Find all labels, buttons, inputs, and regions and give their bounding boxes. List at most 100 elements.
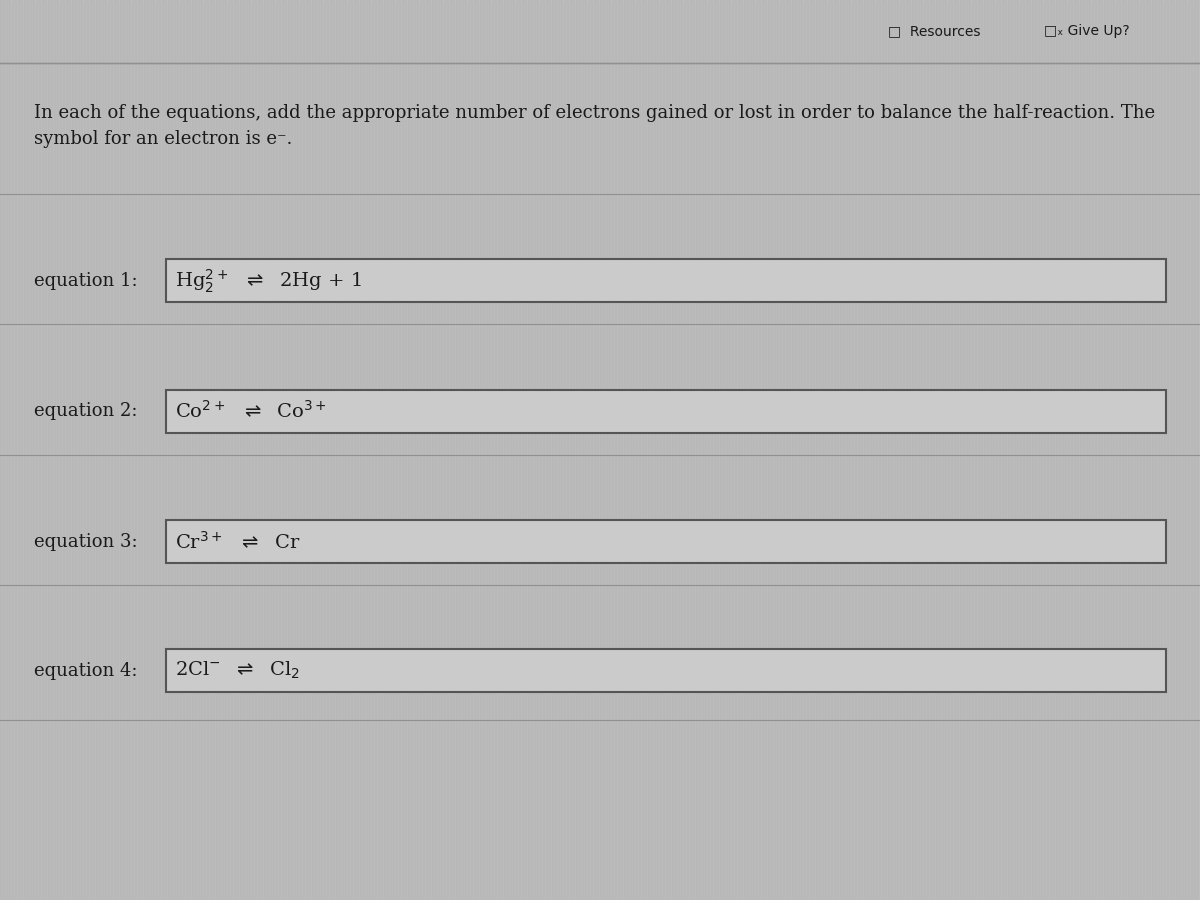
Bar (54, 0, 58, 900)
Bar (600, 0, 604, 900)
Bar (714, 0, 718, 900)
Bar (348, 0, 352, 900)
Bar (462, 0, 466, 900)
Bar (1134, 0, 1138, 900)
Bar (438, 0, 442, 900)
Bar (540, 0, 544, 900)
Bar (792, 0, 796, 900)
Bar (978, 0, 982, 900)
Bar (588, 0, 592, 900)
Bar (378, 0, 382, 900)
Bar (1026, 0, 1030, 900)
Bar (450, 0, 454, 900)
Bar (708, 0, 712, 900)
Bar (180, 0, 184, 900)
Bar (510, 0, 514, 900)
Bar (960, 0, 964, 900)
Bar (216, 0, 220, 900)
Bar (1044, 0, 1048, 900)
Bar (774, 0, 778, 900)
Bar (324, 0, 328, 900)
Bar (474, 0, 478, 900)
Bar (684, 0, 688, 900)
Bar (810, 0, 814, 900)
Bar (1194, 0, 1198, 900)
Bar (924, 0, 928, 900)
Bar (288, 0, 292, 900)
Text: Co$^{2+}$  $\rightleftharpoons$  Co$^{3+}$: Co$^{2+}$ $\rightleftharpoons$ Co$^{3+}$ (175, 400, 326, 422)
Text: equation 3:: equation 3: (34, 533, 137, 551)
FancyBboxPatch shape (166, 520, 1166, 563)
Bar (336, 0, 340, 900)
Bar (246, 0, 250, 900)
Bar (402, 0, 406, 900)
Bar (306, 0, 310, 900)
Bar (366, 0, 370, 900)
Bar (870, 0, 874, 900)
Bar (786, 0, 790, 900)
Bar (1110, 0, 1114, 900)
Bar (1152, 0, 1156, 900)
Bar (1020, 0, 1024, 900)
Bar (906, 0, 910, 900)
Text: equation 2:: equation 2: (34, 402, 137, 420)
Bar (738, 0, 742, 900)
Bar (276, 0, 280, 900)
Bar (156, 0, 160, 900)
Bar (60, 0, 64, 900)
Bar (432, 0, 436, 900)
Text: □ₓ Give Up?: □ₓ Give Up? (1044, 24, 1129, 39)
Bar (888, 0, 892, 900)
Bar (264, 0, 268, 900)
Bar (234, 0, 238, 900)
Bar (702, 0, 706, 900)
Bar (852, 0, 856, 900)
Bar (408, 0, 412, 900)
Text: equation 4:: equation 4: (34, 662, 137, 680)
Bar (564, 0, 568, 900)
Bar (534, 0, 538, 900)
Bar (816, 0, 820, 900)
Text: symbol for an electron is e⁻.: symbol for an electron is e⁻. (34, 130, 292, 148)
Bar (504, 0, 508, 900)
Bar (558, 0, 562, 900)
Bar (468, 0, 472, 900)
Bar (114, 0, 118, 900)
Bar (228, 0, 232, 900)
Bar (516, 0, 520, 900)
Bar (1014, 0, 1018, 900)
Bar (1032, 0, 1036, 900)
Bar (300, 0, 304, 900)
Bar (294, 0, 298, 900)
Bar (690, 0, 694, 900)
Bar (1002, 0, 1006, 900)
Bar (918, 0, 922, 900)
Bar (900, 0, 904, 900)
Bar (528, 0, 532, 900)
Bar (390, 0, 394, 900)
Bar (780, 0, 784, 900)
Bar (840, 0, 844, 900)
Bar (996, 0, 1000, 900)
Bar (330, 0, 334, 900)
Bar (1140, 0, 1144, 900)
Bar (270, 0, 274, 900)
FancyBboxPatch shape (166, 649, 1166, 692)
Bar (942, 0, 946, 900)
Text: In each of the equations, add the appropriate number of electrons gained or lost: In each of the equations, add the approp… (34, 104, 1154, 122)
Bar (1074, 0, 1078, 900)
Bar (606, 0, 610, 900)
Bar (834, 0, 838, 900)
Bar (1116, 0, 1120, 900)
Bar (384, 0, 388, 900)
Bar (846, 0, 850, 900)
Bar (96, 0, 100, 900)
Bar (354, 0, 358, 900)
Bar (744, 0, 748, 900)
Bar (1086, 0, 1090, 900)
Bar (1068, 0, 1072, 900)
Bar (618, 0, 622, 900)
Bar (312, 0, 316, 900)
Bar (168, 0, 172, 900)
Bar (624, 0, 628, 900)
